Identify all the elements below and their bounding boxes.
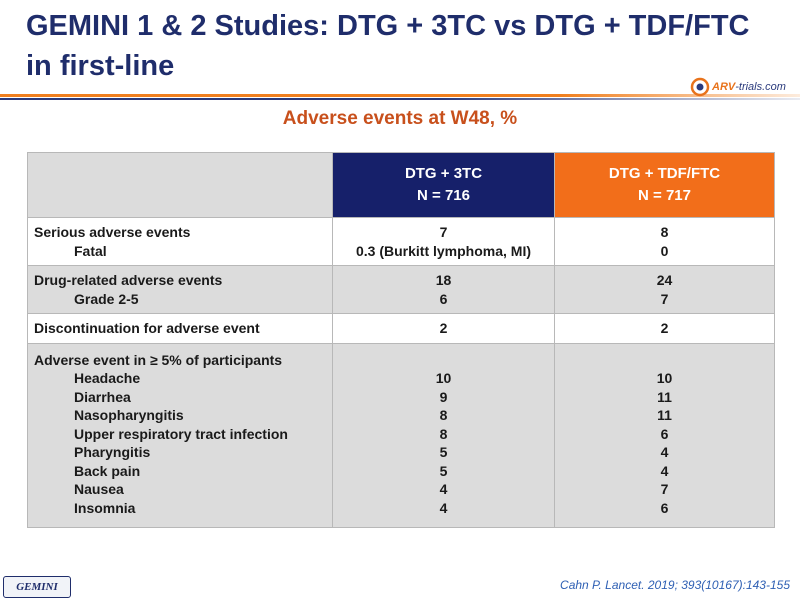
ae-item-label: Nausea: [74, 481, 124, 497]
ae-item-label: Headache: [74, 370, 141, 386]
ae-item-arm1-value: 4: [439, 481, 448, 497]
ae-item-label: Diarrhea: [74, 388, 131, 405]
serious-arm2-value: 8: [660, 224, 669, 240]
logo-text-rest: -trials.com: [735, 81, 786, 93]
ae5-arm2-cell: 10 11 11 6 4 4 7 6: [554, 342, 775, 528]
table-row-discontinuation: Discontinuation for adverse event 2 2: [27, 313, 775, 344]
arm1-name: DTG + 3TC: [404, 165, 483, 182]
arv-logo-icon: [690, 77, 710, 97]
gemini-study-badge: GEMINI: [3, 576, 71, 598]
ae-item-arm2-value: 7: [660, 481, 669, 497]
grade-arm1-value: 6: [439, 290, 448, 307]
arm2-n: N = 717: [638, 187, 691, 204]
header-dtg-3tc: DTG + 3TC N = 716: [332, 152, 555, 218]
citation-reference: Cahn P. Lancet. 2019; 393(10167):143-155: [560, 578, 790, 592]
header-dtg-tdf-ftc: DTG + TDF/FTC N = 717: [554, 152, 775, 218]
logo-text-arv: ARV: [712, 81, 736, 93]
serious-arm1-cell: 7 0.3 (Burkitt lymphoma, MI): [332, 217, 555, 266]
serious-label-cell: Serious adverse events Fatal: [27, 217, 333, 266]
ae-item-arm1-value: 8: [439, 425, 448, 442]
fatal-label: Fatal: [74, 242, 107, 259]
serious-arm2-cell: 8 0: [554, 217, 775, 266]
slide-title-line1: GEMINI 1 & 2 Studies: DTG + 3TC vs DTG +…: [26, 10, 750, 42]
drug-arm1-cell: 18 6: [332, 265, 555, 314]
ae-item-arm2-value: 6: [660, 499, 669, 516]
serious-arm1-value: 7: [439, 224, 448, 240]
discontinuation-label: Discontinuation for adverse event: [27, 313, 333, 344]
slide-title: GEMINI 1 & 2 Studies: DTG + 3TC vs DTG +…: [26, 6, 786, 86]
ae-item-arm2-value: 11: [657, 388, 672, 405]
fatal-arm1-value: 0.3 (Burkitt lymphoma, MI): [355, 242, 532, 259]
fatal-arm2-value: 0: [660, 242, 669, 259]
ae-item-label: Back pain: [74, 462, 141, 479]
ae-item-arm1-value: 8: [439, 407, 448, 423]
ae-item-arm2-value: 4: [660, 462, 669, 479]
grade-arm2-value: 7: [660, 290, 669, 307]
ae-item-arm1-value: 4: [439, 499, 448, 516]
ae5-arm1-cell: 10 9 8 8 5 5 4 4: [332, 342, 555, 528]
arm1-n: N = 716: [417, 187, 470, 204]
ae5-label: Adverse event in ≥ 5% of participants: [34, 351, 283, 368]
drug-label-cell: Drug-related adverse events Grade 2-5: [27, 265, 333, 314]
drug-arm2-cell: 24 7: [554, 265, 775, 314]
ae-item-label: Nasopharyngitis: [74, 407, 184, 423]
table-row-ae-5pct: Adverse event in ≥ 5% of participants He…: [27, 342, 775, 528]
ae-item-arm2-value: 6: [660, 425, 669, 442]
serious-label: Serious adverse events: [34, 224, 191, 240]
table-header-row: DTG + 3TC N = 716 DTG + TDF/FTC N = 717: [27, 152, 775, 218]
ae5-arm2-spacer: [559, 351, 770, 370]
discontinuation-arm2-value: 2: [554, 313, 775, 344]
title-divider-orange: [0, 94, 800, 97]
title-divider-blue: [0, 98, 800, 100]
ae5-arm1-spacer: [337, 351, 550, 370]
ae-item-arm2-value: 11: [657, 407, 672, 423]
ae5-label-cell: Adverse event in ≥ 5% of participants He…: [27, 342, 333, 528]
discontinuation-arm1-value: 2: [332, 313, 555, 344]
ae-item-label: Upper respiratory tract infection: [74, 425, 288, 442]
grade-label: Grade 2-5: [74, 290, 139, 307]
drug-arm2-value: 24: [656, 272, 673, 288]
section-heading: Adverse events at W48, %: [282, 108, 518, 129]
ae-item-arm1-value: 5: [439, 462, 448, 479]
ae-item-arm1-value: 5: [439, 444, 448, 460]
slide-title-line2: in first-line: [26, 50, 175, 82]
ae-item-label: Pharyngitis: [74, 444, 151, 460]
drug-arm1-value: 18: [435, 272, 452, 288]
ae-item-arm1-value: 9: [439, 388, 448, 405]
table-row-drug-related: Drug-related adverse events Grade 2-5 18…: [27, 265, 775, 314]
arv-trials-logo: ARV -trials.com: [690, 76, 786, 98]
adverse-events-table: DTG + 3TC N = 716 DTG + TDF/FTC N = 717 …: [27, 152, 775, 528]
table-row-serious: Serious adverse events Fatal 7 0.3 (Burk…: [27, 217, 775, 266]
ae-item-label: Insomnia: [74, 499, 136, 516]
header-empty-cell: [27, 152, 333, 218]
ae-item-arm2-value: 10: [656, 370, 673, 386]
ae-item-arm2-value: 4: [660, 444, 669, 460]
drug-related-label: Drug-related adverse events: [34, 272, 223, 288]
arm2-name: DTG + TDF/FTC: [608, 165, 721, 182]
ae-item-arm1-value: 10: [435, 370, 452, 386]
